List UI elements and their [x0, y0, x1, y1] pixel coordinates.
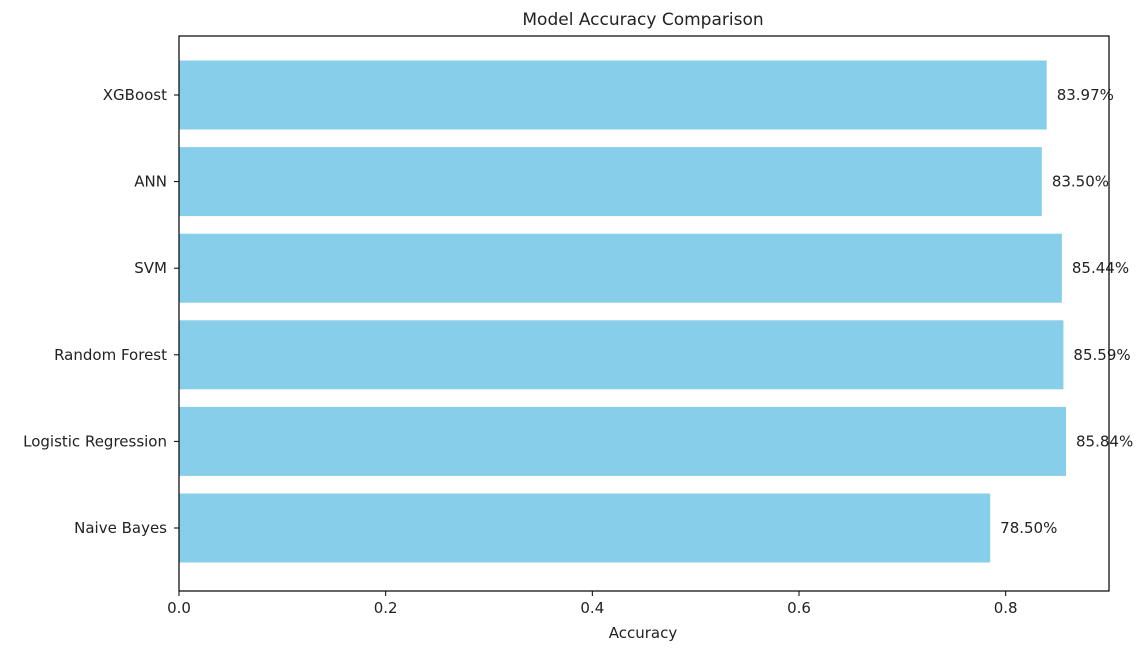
y-tick-label: Naive Bayes: [74, 519, 167, 537]
data-label: 83.50%: [1052, 173, 1109, 191]
bar-random-forest: [179, 320, 1064, 390]
data-label: 83.97%: [1057, 86, 1114, 104]
data-label: 85.84%: [1076, 432, 1133, 450]
data-label: 85.59%: [1073, 346, 1130, 364]
y-tick-label: ANN: [134, 173, 167, 191]
data-label: 78.50%: [1000, 519, 1057, 537]
bars-layer: [179, 60, 1067, 563]
plot-frame: [178, 35, 1110, 592]
x-tick-label: 0.0: [167, 599, 191, 617]
bar-ann: [179, 147, 1042, 217]
y-tick-label: XGBoost: [103, 86, 167, 104]
y-tick-label: Logistic Regression: [23, 432, 167, 450]
x-tick-label: 0.8: [994, 599, 1018, 617]
y-axis: XGBoost ANN SVM Random Forest Logistic Regre…: [23, 86, 179, 537]
x-tick-label: 0.2: [374, 599, 398, 617]
y-tick-label: Random Forest: [54, 346, 167, 364]
data-label: 85.44%: [1072, 259, 1129, 277]
x-tick-label: 0.4: [580, 599, 604, 617]
x-tick-label: 0.6: [787, 599, 811, 617]
x-axis-label: Accuracy: [609, 624, 678, 642]
chart-title: Model Accuracy Comparison: [522, 10, 763, 30]
bar-logistic-regression: [179, 406, 1067, 476]
y-tick-label: SVM: [134, 259, 167, 277]
x-axis: 0.0 0.2 0.4 0.6 0.8: [167, 591, 1018, 617]
bar-xgboost: [179, 60, 1047, 130]
bar-svm: [179, 233, 1062, 303]
bar-naive-bayes: [179, 493, 991, 563]
data-labels-layer: 83.97% 83.50% 85.44% 85.59% 85.84% 78.50%: [1000, 86, 1133, 537]
